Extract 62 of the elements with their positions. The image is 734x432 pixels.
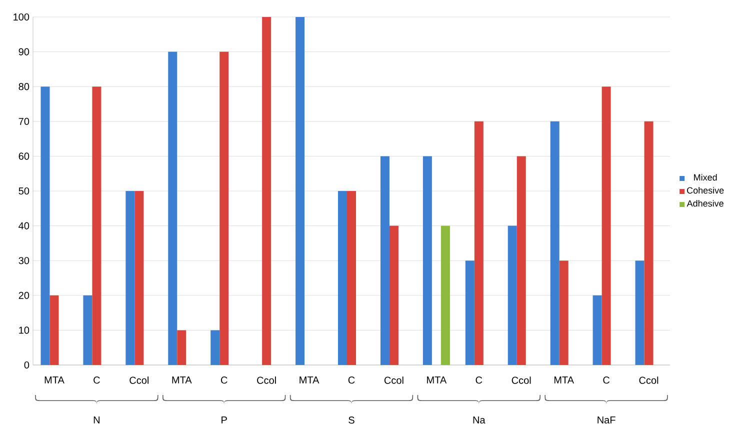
bar	[210, 330, 220, 365]
x-tick-label: MTA	[300, 376, 320, 384]
x-tick-label: MTA	[427, 376, 447, 384]
y-tick-label: 90	[18, 48, 30, 56]
x-tick-label: MTA	[172, 376, 192, 384]
bar	[177, 330, 186, 365]
x-tick-label: MTA	[554, 376, 574, 384]
y-tick-label: 0	[24, 361, 30, 369]
bar	[389, 226, 398, 365]
bar	[134, 191, 144, 365]
bar	[50, 295, 59, 365]
y-tick-label: 60	[18, 152, 30, 160]
x-tick-label: MTA	[44, 376, 64, 384]
legend-label: Adhesive	[686, 200, 724, 207]
bar	[422, 156, 432, 365]
bar	[380, 156, 390, 365]
y-tick-label: 80	[18, 83, 30, 90]
text: NaF	[598, 416, 616, 424]
bar	[474, 121, 484, 365]
text: S	[348, 416, 354, 424]
bar	[559, 260, 568, 365]
bar	[635, 260, 644, 365]
x-tick-label: C	[220, 376, 228, 384]
text: Na	[473, 416, 486, 424]
x-tick-label: Ccol	[512, 376, 531, 384]
bar	[83, 295, 92, 365]
y-tick-label: 50	[18, 187, 30, 195]
y-tick-label: 100	[14, 13, 30, 21]
bar	[168, 52, 178, 365]
y-tick-label: 70	[18, 118, 30, 125]
bar	[220, 52, 229, 365]
bar	[262, 17, 272, 365]
bar	[465, 260, 474, 365]
bar	[338, 191, 347, 365]
bar	[644, 121, 654, 365]
y-tick-label: 20	[18, 292, 30, 299]
bar	[40, 86, 50, 365]
legend-label: Mixed	[694, 174, 717, 181]
x-tick-label: Ccol	[639, 376, 658, 384]
x-tick-label: C	[476, 376, 482, 384]
x-tick-label: C	[94, 376, 100, 384]
bar	[508, 226, 517, 365]
x-tick-label: C	[348, 376, 355, 384]
x-tick-label: Ccol	[130, 376, 148, 384]
bar	[592, 295, 602, 365]
text: P	[222, 416, 227, 424]
x-tick-label: Ccol	[257, 376, 276, 384]
y-tick-label: 10	[19, 326, 30, 334]
y-tick-label: 30	[18, 257, 30, 264]
bar	[296, 17, 305, 365]
bar	[440, 226, 450, 365]
bar	[347, 191, 356, 365]
bar	[516, 156, 526, 365]
bar	[126, 191, 135, 365]
bar	[602, 86, 611, 365]
y-tick-label: 40	[18, 222, 30, 230]
bar	[92, 86, 102, 365]
x-tick-label: C	[603, 376, 610, 384]
text: N	[94, 416, 100, 424]
bar	[550, 121, 560, 365]
x-tick-label: Ccol	[384, 376, 404, 384]
legend-label: Cohesive	[687, 186, 724, 194]
